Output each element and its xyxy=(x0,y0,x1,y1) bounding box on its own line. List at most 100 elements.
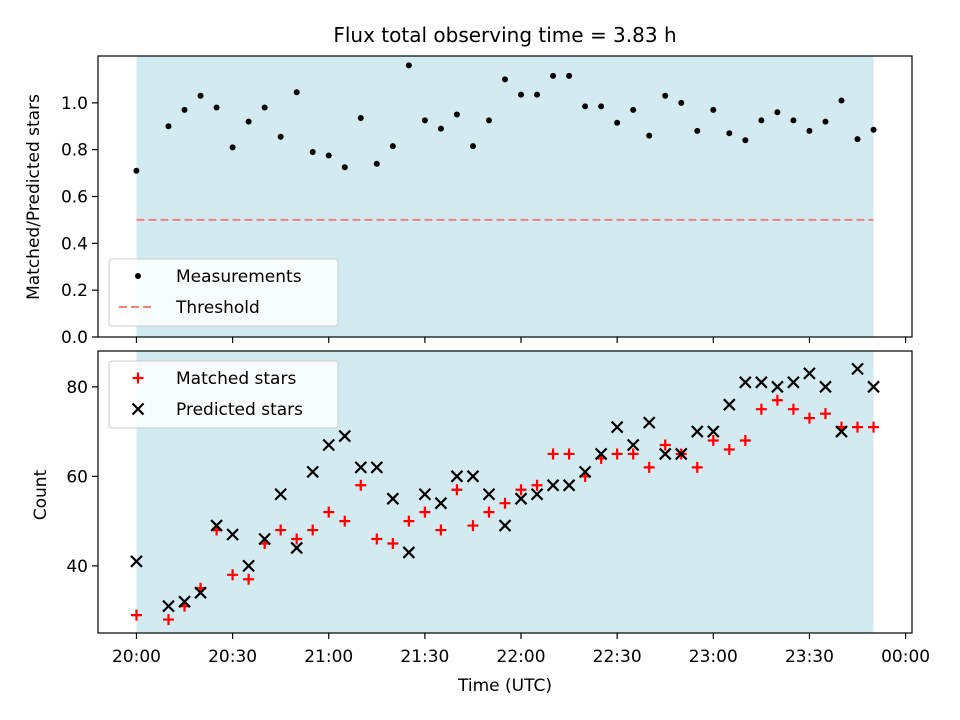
top-series-0-point xyxy=(181,106,188,113)
bottom-series-1-point xyxy=(466,470,480,483)
bottom-y-tick-label: 80 xyxy=(66,378,88,398)
bottom-series-0-point xyxy=(643,461,655,473)
top-series-0-point xyxy=(774,109,781,116)
top-series-0-point xyxy=(261,104,268,111)
bottom-series-0-point xyxy=(563,448,575,460)
x-tick-label: 00:00 xyxy=(881,647,930,667)
bottom-ylabel: Count xyxy=(31,469,51,520)
top-series-0-point xyxy=(806,127,813,134)
top-series-0-point xyxy=(213,104,220,111)
top-series-0-point xyxy=(742,137,749,144)
top-series-0-point xyxy=(710,106,717,113)
bottom-series-1-point xyxy=(819,380,832,394)
bottom-series-1-point xyxy=(787,376,800,389)
bottom-series-1-point xyxy=(418,487,432,501)
bottom-series-0-point xyxy=(852,421,864,433)
bottom-series-0-point xyxy=(707,435,719,447)
bottom-series-1-point xyxy=(546,479,560,492)
bottom-series-0-point xyxy=(803,412,815,424)
bottom-series-0-point xyxy=(435,524,447,536)
bottom-legend: Matched stars Predicted stars xyxy=(108,360,339,429)
bottom-series-1-point xyxy=(803,367,816,380)
bottom-series-1-point xyxy=(258,532,271,546)
bottom-series-0-point xyxy=(467,520,479,532)
bottom-series-1-point xyxy=(755,376,768,389)
bottom-series-1-point xyxy=(194,586,207,599)
bottom-series-1-point xyxy=(835,425,848,438)
x-tick-label: 22:00 xyxy=(497,647,546,667)
bottom-series-1-point xyxy=(610,420,624,434)
bottom-series-1-point xyxy=(386,492,400,505)
bottom-series-1-point xyxy=(771,380,784,394)
top-ylabel: Matched/Predicted stars xyxy=(24,94,44,300)
bottom-series-1-point xyxy=(498,519,512,532)
top-series-0-point xyxy=(133,167,140,174)
top-y-tick-label: 0.6 xyxy=(61,188,88,208)
bottom-series-1-point xyxy=(162,599,175,613)
bottom-series-1-point xyxy=(370,461,384,474)
top-legend: Measurements Threshold xyxy=(108,258,339,327)
top-series-0-point xyxy=(518,91,525,98)
top-series-0-point xyxy=(582,103,589,110)
bottom-series-0-point xyxy=(787,403,799,415)
top-series-0-point xyxy=(758,117,765,124)
bottom-series-0-point xyxy=(419,506,431,518)
bottom-series-1-point xyxy=(354,461,368,474)
top-series-0-point xyxy=(357,115,364,122)
top-series-0-point xyxy=(502,76,508,83)
top-series-0-point xyxy=(662,92,669,99)
bottom-series-1-point xyxy=(290,541,303,555)
top-series-0-point xyxy=(550,72,557,79)
top-series-0-point xyxy=(598,103,605,110)
bottom-series-0-point xyxy=(339,515,351,527)
top-legend-box xyxy=(108,258,339,327)
legend-label: Predicted stars xyxy=(176,400,303,420)
bottom-series-1-point xyxy=(450,470,464,483)
bottom-series-0-point xyxy=(691,461,703,473)
bottom-series-0-point xyxy=(163,614,175,626)
bottom-series-0-point xyxy=(611,448,623,460)
bottom-series-0-point xyxy=(291,533,303,545)
legend-label: Measurements xyxy=(176,267,302,287)
bottom-series-0-point xyxy=(355,479,367,491)
top-series-0-point xyxy=(534,91,541,98)
x-tick-label: 20:30 xyxy=(208,647,257,667)
top-series-0-point xyxy=(197,92,204,99)
bottom-series-0-point xyxy=(227,569,239,581)
top-series-0-point xyxy=(325,152,332,159)
top-series-0-point xyxy=(614,119,621,126)
bottom-series-0-point xyxy=(868,421,880,433)
bottom-axes-frame xyxy=(97,350,913,634)
bottom-series-1-point xyxy=(338,429,352,443)
bottom-series-1-point xyxy=(626,438,640,452)
top-series-0-point xyxy=(790,117,797,124)
bottom-series-0-point xyxy=(243,573,255,585)
top-series-0-point xyxy=(277,133,284,140)
bottom-series-0-point xyxy=(403,515,415,527)
top-y-tick-label: 0.4 xyxy=(61,234,88,254)
bottom-series-0-point xyxy=(739,435,751,447)
x-tick-label: 23:00 xyxy=(689,647,738,667)
top-series-0-point xyxy=(309,149,316,156)
bottom-series-1-point xyxy=(867,380,880,394)
bottom-legend-box xyxy=(108,360,339,429)
bottom-series-1-point xyxy=(530,487,544,501)
bottom-series-0-point xyxy=(483,506,495,518)
top-series-0-point xyxy=(453,111,460,118)
top-y-tick-label: 0.0 xyxy=(61,328,88,348)
bottom-series-1-point xyxy=(178,595,191,608)
legend-label: Matched stars xyxy=(176,369,296,389)
top-series-0-point xyxy=(165,123,172,130)
top-series-0-point xyxy=(405,62,412,69)
legend-marker-matched xyxy=(132,372,144,384)
bottom-series-1-point xyxy=(562,479,576,492)
x-tick-label: 20:00 xyxy=(112,647,161,667)
bottom-series-1-point xyxy=(274,487,287,501)
bottom-series-0-point xyxy=(771,394,783,406)
bottom-series-0-point xyxy=(371,533,383,545)
legend-marker-predicted xyxy=(131,402,145,416)
bottom-series-1-point xyxy=(739,376,752,389)
bottom-series-1-point xyxy=(723,398,736,411)
top-series-0-point xyxy=(870,126,877,133)
